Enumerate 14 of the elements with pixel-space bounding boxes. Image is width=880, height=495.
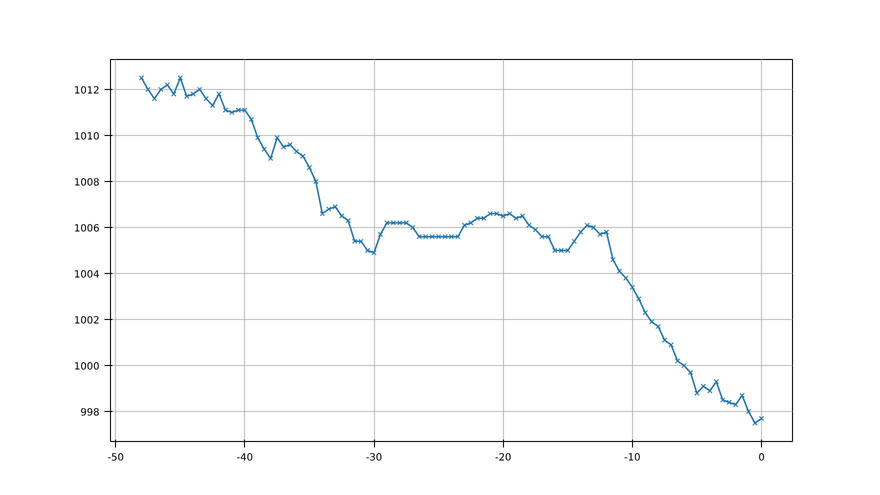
y-tick-label: 1006 [74, 223, 100, 234]
x-tick-label: -20 [495, 452, 512, 464]
x-tick-label: -50 [108, 452, 124, 464]
y-tick-label: 1010 [74, 131, 100, 142]
y-tick-label: 998 [80, 408, 100, 419]
y-tick-label: 1002 [74, 316, 100, 327]
y-tick-label: 1012 [74, 85, 100, 96]
x-tick-label: -40 [236, 452, 254, 464]
x-tick-label: -30 [366, 452, 382, 464]
y-tick-label: 1004 [74, 270, 100, 281]
y-tick-label: 1008 [74, 177, 100, 188]
y-tick-label: 1000 [74, 362, 100, 373]
x-tick-label: 0 [758, 452, 765, 464]
x-tick-label: -10 [624, 452, 641, 464]
